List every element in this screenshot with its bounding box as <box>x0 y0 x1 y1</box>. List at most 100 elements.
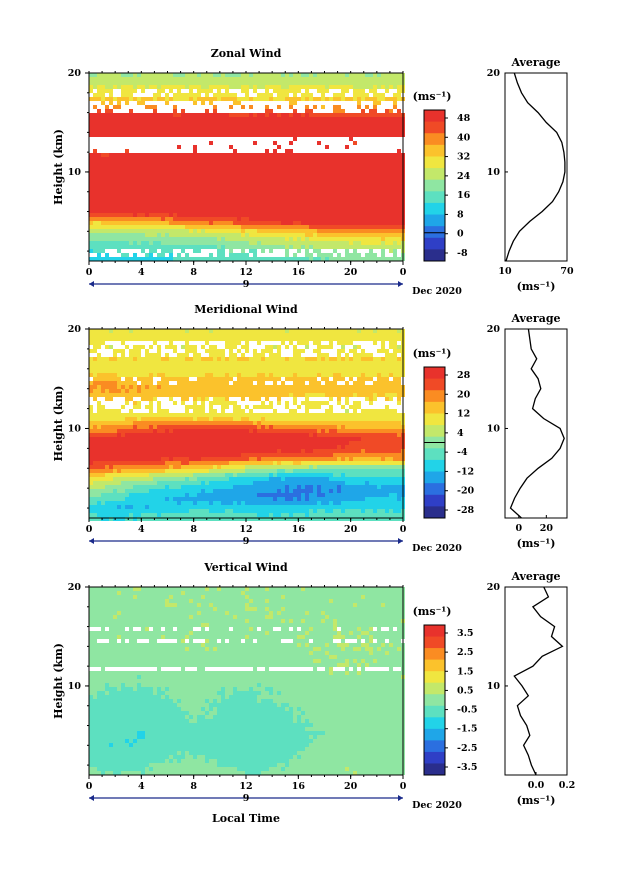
heatmap-cell <box>253 109 257 113</box>
heatmap-cell <box>141 173 145 177</box>
heatmap-cell <box>293 89 297 93</box>
heatmap-cell <box>201 169 205 173</box>
heatmap-cell <box>113 437 117 441</box>
heatmap-cell <box>285 105 289 109</box>
heatmap-cell <box>185 113 189 117</box>
heatmap-cell <box>125 133 129 137</box>
heatmap-cell <box>177 505 181 509</box>
heatmap-cell <box>277 137 281 141</box>
heatmap-cell <box>133 513 137 517</box>
heatmap-cell <box>313 165 317 169</box>
heatmap-cell <box>157 121 161 125</box>
heatmap-cell <box>269 197 273 201</box>
heatmap-cell <box>373 245 377 249</box>
heatmap-cell <box>93 445 97 449</box>
heatmap-cell <box>337 189 341 193</box>
heatmap-cell <box>109 189 113 193</box>
heatmap-cell <box>137 385 141 389</box>
heatmap-cell <box>277 233 281 237</box>
heatmap-cell <box>393 101 397 105</box>
heatmap-cell <box>221 93 225 97</box>
heatmap-cell <box>285 229 289 233</box>
heatmap-cell <box>177 425 181 429</box>
heatmap-cell <box>345 205 349 209</box>
heatmap-cell <box>161 461 165 465</box>
heatmap-cell <box>297 165 301 169</box>
heatmap-cell <box>181 257 185 261</box>
heatmap-cell <box>105 469 109 473</box>
heatmap-cell <box>333 165 337 169</box>
heatmap-cell <box>181 397 185 401</box>
heatmap-cell <box>345 241 349 245</box>
heatmap-cell <box>121 333 125 337</box>
heatmap-cell <box>153 197 157 201</box>
heatmap-cell <box>237 245 241 249</box>
heatmap-cell <box>121 437 125 441</box>
heatmap-cell <box>365 237 369 241</box>
heatmap-cell <box>149 197 153 201</box>
heatmap-cell <box>229 169 233 173</box>
heatmap-cell <box>133 77 137 81</box>
heatmap-cell <box>213 129 217 133</box>
heatmap-cell <box>97 205 101 209</box>
heatmap-cell <box>141 85 145 89</box>
heatmap-cell <box>109 221 113 225</box>
heatmap-cell <box>89 373 93 377</box>
heatmap-cell <box>153 385 157 389</box>
heatmap-cell <box>157 193 161 197</box>
heatmap-cell <box>117 485 121 489</box>
heatmap-cell <box>237 193 241 197</box>
heatmap-cell <box>309 81 313 85</box>
heatmap-cell <box>213 77 217 81</box>
heatmap-cell <box>117 517 121 521</box>
heatmap-cell <box>393 89 397 93</box>
heatmap-cell <box>153 377 157 381</box>
heatmap-cell <box>241 153 245 157</box>
heatmap-cell <box>193 145 197 149</box>
heatmap-cell <box>361 153 365 157</box>
heatmap-cell <box>261 77 265 81</box>
heatmap-cell <box>121 357 125 361</box>
heatmap-cell <box>141 365 145 369</box>
heatmap-cell <box>109 149 113 153</box>
heatmap-cell <box>117 153 121 157</box>
heatmap-cell <box>169 481 173 485</box>
heatmap-cell <box>89 169 93 173</box>
heatmap-cell <box>93 441 97 445</box>
heatmap-cell <box>345 229 349 233</box>
heatmap-cell <box>233 141 237 145</box>
heatmap-cell <box>173 513 177 517</box>
heatmap-cell <box>193 85 197 89</box>
heatmap-cell <box>125 85 129 89</box>
heatmap-cell <box>357 205 361 209</box>
heatmap-cell <box>153 189 157 193</box>
heatmap-cell <box>325 125 329 129</box>
heatmap-cell <box>225 253 229 257</box>
heatmap-cell <box>141 337 145 341</box>
heatmap-cell <box>101 409 105 413</box>
heatmap-cell <box>349 177 353 181</box>
heatmap-cell <box>89 225 93 229</box>
heatmap-cell <box>161 509 165 513</box>
heatmap-cell <box>253 257 257 261</box>
heatmap-cell <box>145 105 149 109</box>
heatmap-cell <box>285 93 289 97</box>
heatmap-cell <box>309 73 313 77</box>
heatmap-cell <box>325 229 329 233</box>
heatmap-cell <box>305 221 309 225</box>
heatmap-cell <box>129 153 133 157</box>
heatmap-cell <box>393 161 397 165</box>
heatmap-cell <box>153 405 157 409</box>
heatmap-cell <box>389 217 393 221</box>
heatmap-cell <box>173 361 177 365</box>
heatmap-cell <box>109 245 113 249</box>
heatmap-cell <box>277 181 281 185</box>
heatmap-cell <box>129 73 133 77</box>
heatmap-cell <box>201 161 205 165</box>
heatmap-cell <box>181 213 185 217</box>
heatmap-cell <box>201 237 205 241</box>
heatmap-cell <box>93 401 97 405</box>
heatmap-cell <box>145 77 149 81</box>
heatmap-cell <box>153 77 157 81</box>
heatmap-cell <box>173 201 177 205</box>
